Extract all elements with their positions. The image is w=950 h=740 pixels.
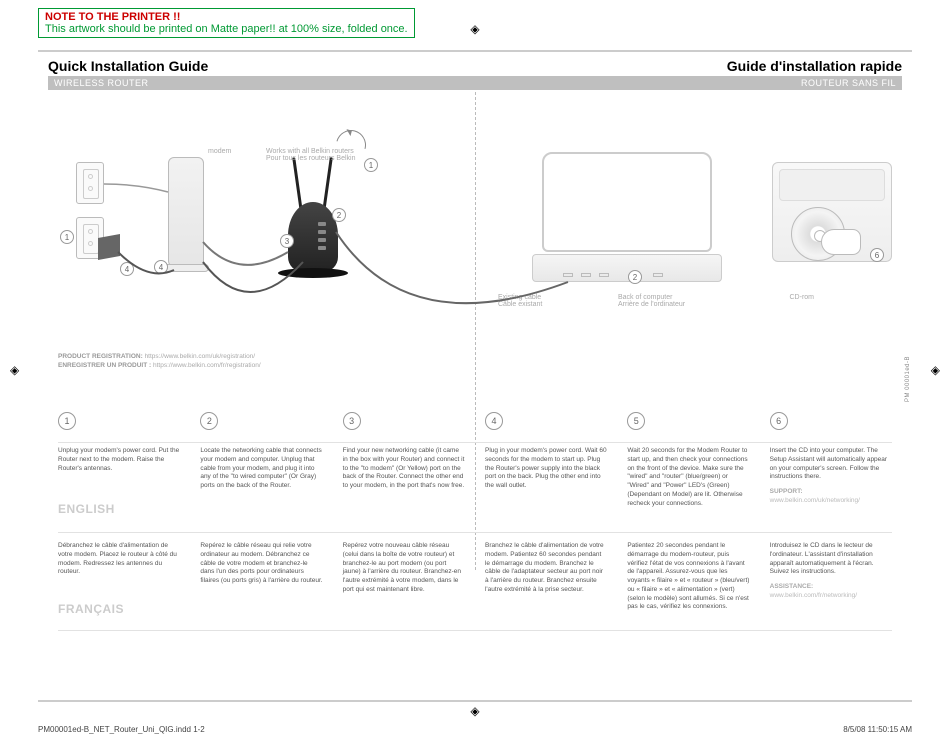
registration-fr-url: https://www.belkin.com/fr/registration/ <box>153 362 261 369</box>
registration-en-label: PRODUCT REGISTRATION: <box>58 353 143 360</box>
step-5-fr: Patientez 20 secondes pendant le démarra… <box>627 542 749 612</box>
step-1-en: Unplug your modem's power cord. Put the … <box>58 447 180 508</box>
title-fr: Guide d'installation rapide <box>727 58 902 74</box>
step-3-fr: Repérez votre nouveau câble réseau (celu… <box>343 542 465 612</box>
diagram-step-6: 6 <box>870 248 884 262</box>
footer-filename: PM00001ed-B_NET_Router_Uni_QIG.indd 1-2 <box>38 725 205 734</box>
printer-note: NOTE TO THE PRINTER !! This artwork shou… <box>38 8 415 38</box>
registration-fr-label: ENREGISTRER UN PRODUIT : <box>58 362 151 369</box>
support-en: SUPPORT:www.belkin.com/uk/networking/ <box>770 488 892 506</box>
steps-english: Unplug your modem's power cord. Put the … <box>58 447 892 508</box>
step-3-badge: 3 <box>343 412 361 430</box>
step-header-row: 1 2 3 4 5 6 <box>58 412 892 430</box>
print-sheet: Quick Installation Guide Guide d'install… <box>38 50 912 702</box>
footer-timestamp: 8/5/08 11:50:15 AM <box>843 725 912 734</box>
divider <box>58 532 892 533</box>
hand-icon <box>821 229 861 255</box>
step-5-badge: 5 <box>627 412 645 430</box>
lang-french: FRANÇAIS <box>58 602 124 616</box>
registration-mark-icon: ◈ <box>470 704 479 718</box>
registration-mark-icon: ◈ <box>931 363 940 377</box>
diagram: 1 4 modem 4 Works with all Belkin router… <box>48 112 902 342</box>
step-1-badge: 1 <box>58 412 76 430</box>
step-6-en: Insert the CD into your computer. The Se… <box>770 447 892 508</box>
spine-code: PM 00001ed-B <box>905 356 911 402</box>
title-en: Quick Installation Guide <box>48 58 208 74</box>
registration-block: PRODUCT REGISTRATION: https://www.belkin… <box>58 352 261 370</box>
header: Quick Installation Guide Guide d'install… <box>38 52 912 76</box>
step-2-fr: Repérez le câble réseau qui relie votre … <box>200 542 322 612</box>
subtitle-fr: ROUTEUR SANS FIL <box>801 78 896 88</box>
subtitle-en: WIRELESS ROUTER <box>54 78 149 88</box>
footer: PM00001ed-B_NET_Router_Uni_QIG.indd 1-2 … <box>38 725 912 734</box>
steps-french: Débranchez le câble d'alimentation de vo… <box>58 542 892 612</box>
step-6-fr: Introduisez le CD dans le lecteur de l'o… <box>770 542 892 612</box>
label-cdrom: CD-rom <box>790 294 815 301</box>
registration-mark-icon: ◈ <box>470 22 479 36</box>
printer-note-body: This artwork should be printed on Matte … <box>45 23 408 35</box>
step-4-en: Plug in your modem's power cord. Wait 60… <box>485 447 607 508</box>
subtitle-bar: WIRELESS ROUTER ROUTEUR SANS FIL <box>48 76 902 90</box>
registration-en-url: https://www.belkin.com/uk/registration/ <box>145 353 256 360</box>
divider <box>58 630 892 631</box>
registration-mark-icon: ◈ <box>10 363 19 377</box>
cd-drive-icon <box>772 162 892 262</box>
printer-note-title: NOTE TO THE PRINTER !! <box>45 11 408 23</box>
step-3-en: Find your new networking cable (it came … <box>343 447 465 508</box>
step-2-en: Locate the networking cable that connect… <box>200 447 322 508</box>
step-6-badge: 6 <box>770 412 788 430</box>
step-2-badge: 2 <box>200 412 218 430</box>
step-4-fr: Branchez le câble d'alimentation de votr… <box>485 542 607 612</box>
lang-english: ENGLISH <box>58 502 115 516</box>
support-fr: ASSISTANCE:www.belkin.com/fr/networking/ <box>770 583 892 601</box>
step-4-badge: 4 <box>485 412 503 430</box>
divider <box>58 442 892 443</box>
step-5-en: Wait 20 seconds for the Modem Router to … <box>627 447 749 508</box>
